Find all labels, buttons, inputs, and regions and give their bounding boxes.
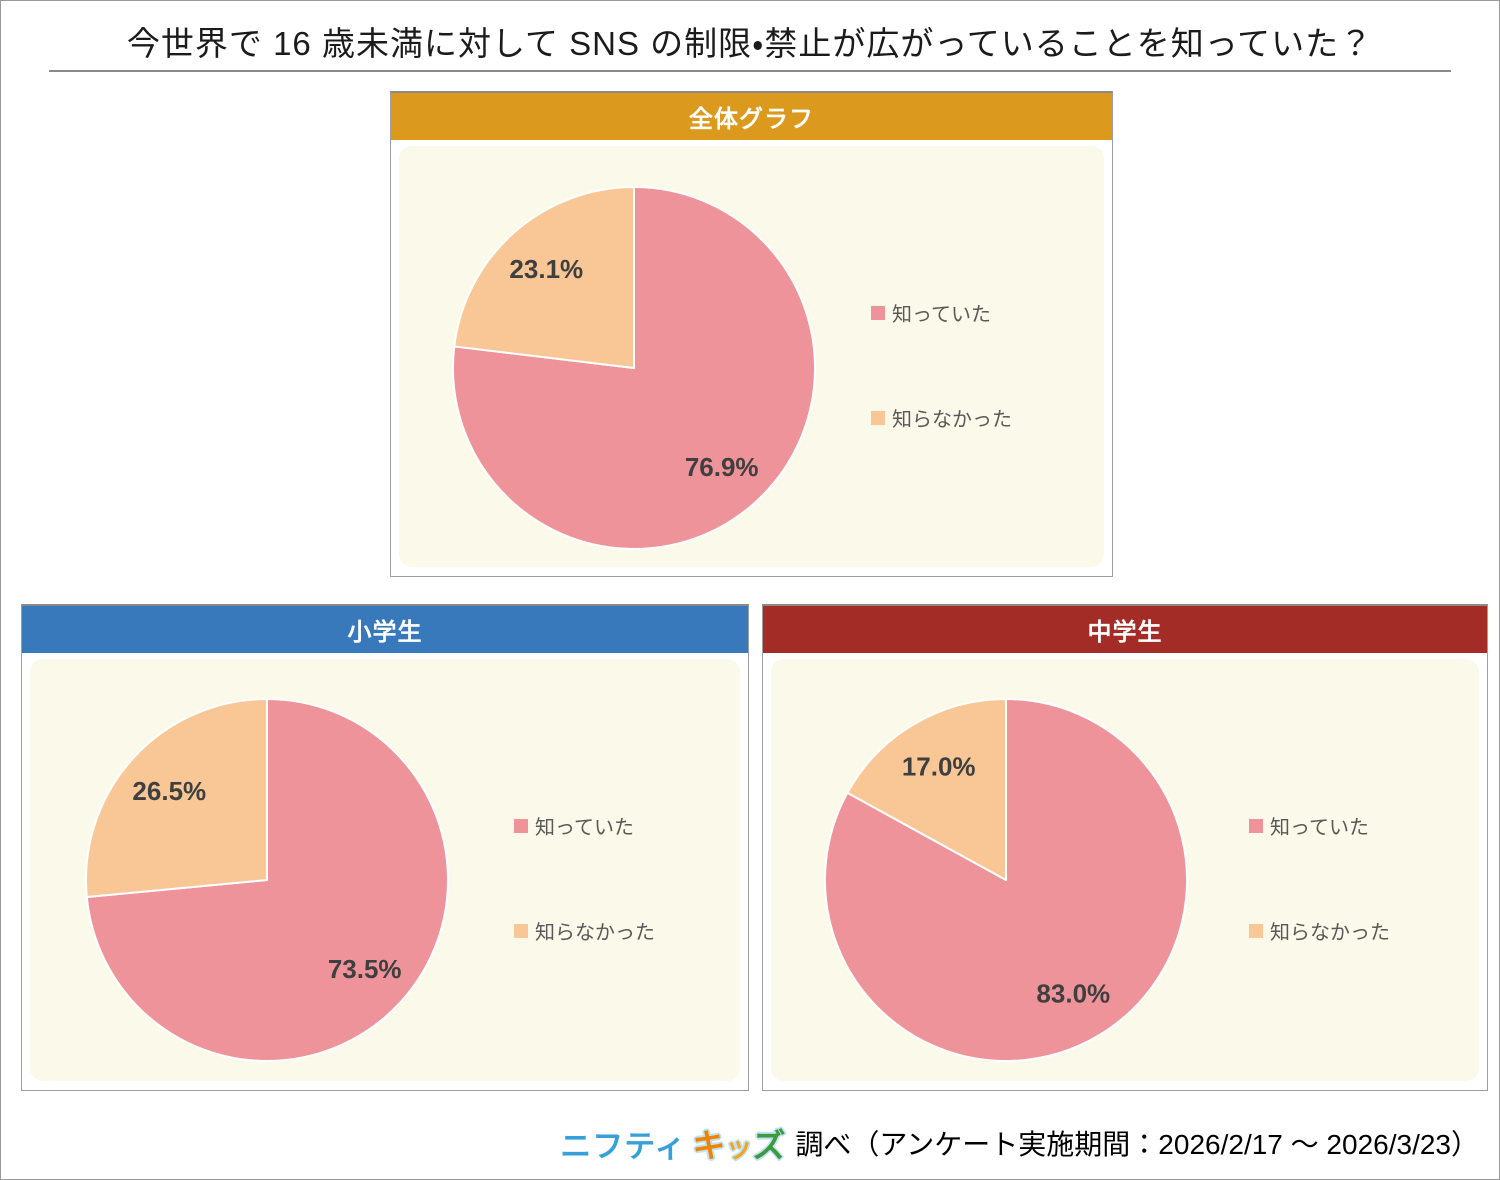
- legend-label-knew: 知っていた: [535, 817, 634, 839]
- legend-item-knew: 知っていた: [514, 811, 655, 840]
- panel-body: 83.0% 17.0% 知っていた 知らなかった: [763, 653, 1487, 1090]
- panel-header: 全体グラフ: [391, 93, 1112, 140]
- percent-label-didnt-know: 23.1%: [509, 254, 583, 284]
- legend-item-knew: 知っていた: [1249, 811, 1390, 840]
- pie-chart-overall: 76.9% 23.1%: [452, 186, 816, 550]
- pie-slice-didnt-know: [846, 698, 1007, 881]
- nifty-kids-logo: ニフティ キ ッ ズ: [560, 1119, 785, 1167]
- pie-chart-junior: 83.0% 17.0%: [824, 698, 1188, 1062]
- logo-kids-char-1: キ: [692, 1127, 726, 1164]
- panel-junior: 中学生 83.0% 17.0% 知っていた 知らなかった: [762, 604, 1488, 1091]
- logo-kids-text: キ ッ ズ: [692, 1119, 785, 1167]
- panel-header: 中学生: [763, 606, 1487, 653]
- panel-header: 小学生: [22, 606, 748, 653]
- legend-item-didnt-know: 知らなかった: [514, 916, 655, 945]
- pie-slice-didnt-know: [453, 186, 635, 369]
- legend-swatch-didnt-know: [871, 410, 885, 425]
- logo-kids-char-2: ッ: [725, 1133, 753, 1163]
- legend-item-didnt-know: 知らなかった: [1249, 916, 1390, 945]
- pie-chart-elementary: 73.5% 26.5%: [85, 698, 449, 1062]
- legend-swatch-knew: [514, 818, 528, 833]
- survey-period-text: 調べ（アンケート実施期間：2026/2/17 ～ 2026/3/23）: [795, 1129, 1479, 1160]
- legend-swatch-didnt-know: [514, 923, 528, 938]
- legend-label-didnt-know: 知らなかった: [535, 922, 655, 944]
- legend: 知っていた 知らなかった: [1249, 811, 1390, 945]
- panel-body: 76.9% 23.1% 知っていた 知らなかった: [391, 140, 1112, 576]
- legend-item-knew: 知っていた: [871, 298, 1012, 327]
- legend-swatch-knew: [1249, 818, 1263, 833]
- percent-label-didnt-know: 17.0%: [902, 751, 976, 781]
- legend-swatch-knew: [871, 305, 885, 320]
- logo-kids-char-3: ズ: [752, 1127, 786, 1164]
- legend: 知っていた 知らなかった: [871, 298, 1012, 432]
- logo-nifty-text: ニフティ: [560, 1129, 687, 1164]
- panel-elementary: 小学生 73.5% 26.5% 知っていた 知らなかった: [21, 604, 749, 1091]
- title-divider: [49, 70, 1451, 72]
- percent-label-knew: 76.9%: [685, 452, 759, 482]
- pie-slice-didnt-know: [85, 698, 268, 899]
- percent-label-knew: 83.0%: [1036, 979, 1110, 1009]
- percent-label-didnt-know: 26.5%: [132, 776, 206, 806]
- legend: 知っていた 知らなかった: [514, 811, 655, 945]
- page-title: 今世界で 16 歳未満に対して SNS の制限・禁止が広がっていることを知ってい…: [126, 25, 1374, 62]
- legend-label-knew: 知っていた: [1270, 817, 1369, 839]
- legend-label-didnt-know: 知らなかった: [1270, 922, 1390, 944]
- legend-item-didnt-know: 知らなかった: [871, 403, 1012, 432]
- legend-label-didnt-know: 知らなかった: [892, 409, 1012, 431]
- pie-slice-knew: [452, 186, 816, 550]
- panel-body: 73.5% 26.5% 知っていた 知らなかった: [22, 653, 748, 1090]
- footer-credit: ニフティ キ ッ ズ 調べ（アンケート実施期間：2026/2/17 ～ 2026…: [560, 1119, 1479, 1167]
- legend-swatch-didnt-know: [1249, 923, 1263, 938]
- legend-label-knew: 知っていた: [892, 304, 991, 326]
- panel-overall: 全体グラフ 76.9% 23.1% 知っていた 知らなかった: [390, 91, 1113, 577]
- percent-label-knew: 73.5%: [328, 954, 402, 984]
